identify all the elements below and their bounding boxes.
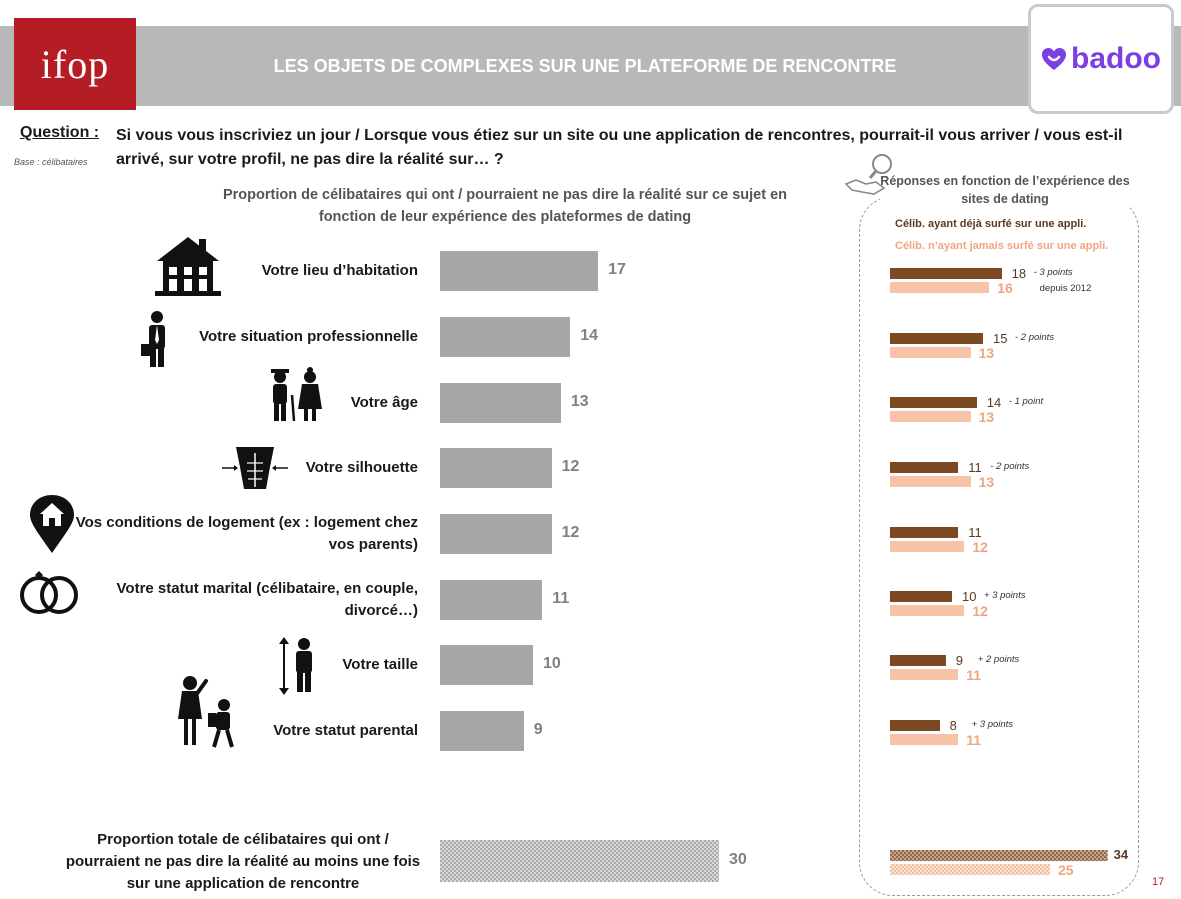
total-bars-right <box>890 850 1108 875</box>
bar-never <box>890 411 971 422</box>
bar-experienced <box>890 397 977 408</box>
delta-label: - 3 points <box>1033 267 1073 278</box>
house-icon <box>155 235 221 302</box>
value-never: 16 <box>997 280 1013 296</box>
bar-experienced <box>890 268 1002 279</box>
height-person-icon <box>278 636 318 701</box>
delta-label: + 2 points <box>977 654 1020 665</box>
badoo-logo: badoo <box>1028 4 1174 114</box>
bar-experienced <box>890 720 940 731</box>
bar-never <box>890 734 959 745</box>
question-text: Si vous vous inscriviez un jour / Lorsqu… <box>116 127 1123 168</box>
value-never: 11 <box>966 667 981 683</box>
right-chart-title: Réponses en fonction de l’expérience des… <box>880 172 1130 208</box>
bar-value-label: 17 <box>608 261 626 278</box>
parent-child-icon <box>176 675 242 754</box>
category-label: Votre statut marital (célibataire, en co… <box>116 580 418 619</box>
value-experienced: 18 <box>1011 266 1027 281</box>
value-never: 12 <box>972 603 988 619</box>
total-value-never: 25 <box>1058 862 1074 878</box>
legend-experienced: Célib. ayant déjà surfé sur une appli. <box>895 218 1087 230</box>
bar-value-label: 14 <box>580 327 598 344</box>
legend-never: Célib. n’ayant jamais surfé sur une appl… <box>895 240 1109 252</box>
value-never: 12 <box>972 539 988 555</box>
ifop-logo: ifop <box>14 18 136 110</box>
category-label: Votre situation professionnelle <box>199 328 418 345</box>
value-never: 11 <box>966 732 981 748</box>
bar-value-label: 9 <box>533 721 543 738</box>
category-label: Votre âge <box>350 394 418 411</box>
heart-icon <box>1042 48 1066 70</box>
bar-never <box>890 669 959 680</box>
value-experienced: 15 <box>993 331 1008 346</box>
delta-label: - 2 points <box>990 461 1030 472</box>
slide-title: LES OBJETS DE COMPLEXES SUR UNE PLATEFOR… <box>273 56 897 76</box>
main-chart-title: Proportion de célibataires qui ont / pou… <box>222 187 788 225</box>
delta-note: depuis 2012 <box>1039 283 1092 294</box>
value-experienced: 14 <box>986 395 1002 410</box>
elderly-couple-icon <box>264 367 328 428</box>
category-label: Vos conditions de logement (ex : logemen… <box>75 514 418 553</box>
bar <box>440 383 561 423</box>
category-label: Votre silhouette <box>305 459 418 476</box>
total-bar-experienced <box>890 850 1108 861</box>
bar-never <box>890 541 965 552</box>
bar-never <box>890 282 990 293</box>
bar <box>440 711 524 751</box>
category-label: Votre statut parental <box>273 722 418 739</box>
question-label-text: Question : <box>20 124 100 141</box>
value-never: 13 <box>978 474 995 490</box>
bar <box>440 580 543 620</box>
value-never: 13 <box>978 345 995 361</box>
value-experienced: 10 <box>962 589 977 604</box>
bar-never <box>890 476 971 487</box>
delta-label: + 3 points <box>971 719 1014 730</box>
bar-experienced <box>890 527 959 538</box>
home-pin-icon <box>28 493 76 560</box>
badoo-wordmark: badoo <box>1071 42 1161 75</box>
total-bar-fill <box>440 840 719 882</box>
total-bar-never <box>890 864 1050 875</box>
torso-icon <box>220 445 290 496</box>
bar <box>440 448 552 488</box>
bar-value-label: 10 <box>543 655 561 672</box>
bar-experienced <box>890 655 946 666</box>
bar <box>440 514 552 554</box>
total-label: Proportion totale de célibataires qui on… <box>65 831 421 892</box>
total-bar <box>440 840 719 882</box>
bar-experienced <box>890 333 983 344</box>
bar-experienced <box>890 462 959 473</box>
base-note: Base : célibataires <box>14 157 88 167</box>
bar-never <box>890 605 965 616</box>
value-experienced: 11 <box>968 525 982 540</box>
page-number: 17 <box>1152 876 1165 888</box>
bar-experienced <box>890 591 952 602</box>
bar <box>440 251 599 291</box>
delta-label: + 3 points <box>984 590 1026 601</box>
bar-never <box>890 347 971 358</box>
wedding-rings-icon <box>18 571 80 620</box>
bar-value-label: 12 <box>561 458 580 475</box>
total-value-experienced: 34 <box>1113 847 1129 862</box>
total-value-label: 30 <box>729 851 747 868</box>
value-experienced: 9 <box>955 653 964 668</box>
value-experienced: 8 <box>949 718 957 733</box>
value-experienced: 11 <box>968 460 982 475</box>
category-label: Votre taille <box>342 656 418 673</box>
header-band <box>0 26 1181 106</box>
question-label: Question : <box>20 124 99 142</box>
bar-value-label: 11 <box>552 590 570 607</box>
delta-label: - 2 points <box>1015 332 1055 343</box>
bar <box>440 645 533 685</box>
handshake-magnifier-icon <box>844 154 892 195</box>
bar-value-label: 13 <box>570 393 589 410</box>
category-label: Votre lieu d’habitation <box>261 262 418 279</box>
value-never: 13 <box>978 409 995 425</box>
businessman-icon <box>140 310 174 373</box>
delta-label: - 1 point <box>1008 396 1044 407</box>
bar <box>440 317 571 357</box>
bar-value-label: 12 <box>561 524 580 541</box>
